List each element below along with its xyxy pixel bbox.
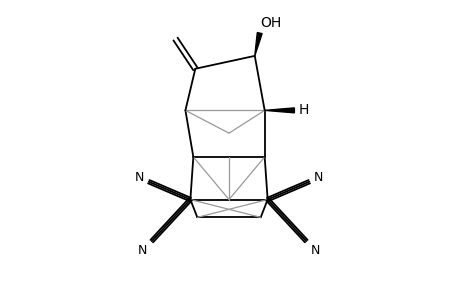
Polygon shape — [264, 108, 294, 113]
Text: OH: OH — [260, 16, 281, 30]
Text: N: N — [138, 244, 147, 256]
Text: N: N — [313, 171, 322, 184]
Polygon shape — [254, 33, 262, 56]
Text: H: H — [298, 103, 308, 117]
Text: N: N — [310, 244, 319, 256]
Text: N: N — [135, 171, 144, 184]
